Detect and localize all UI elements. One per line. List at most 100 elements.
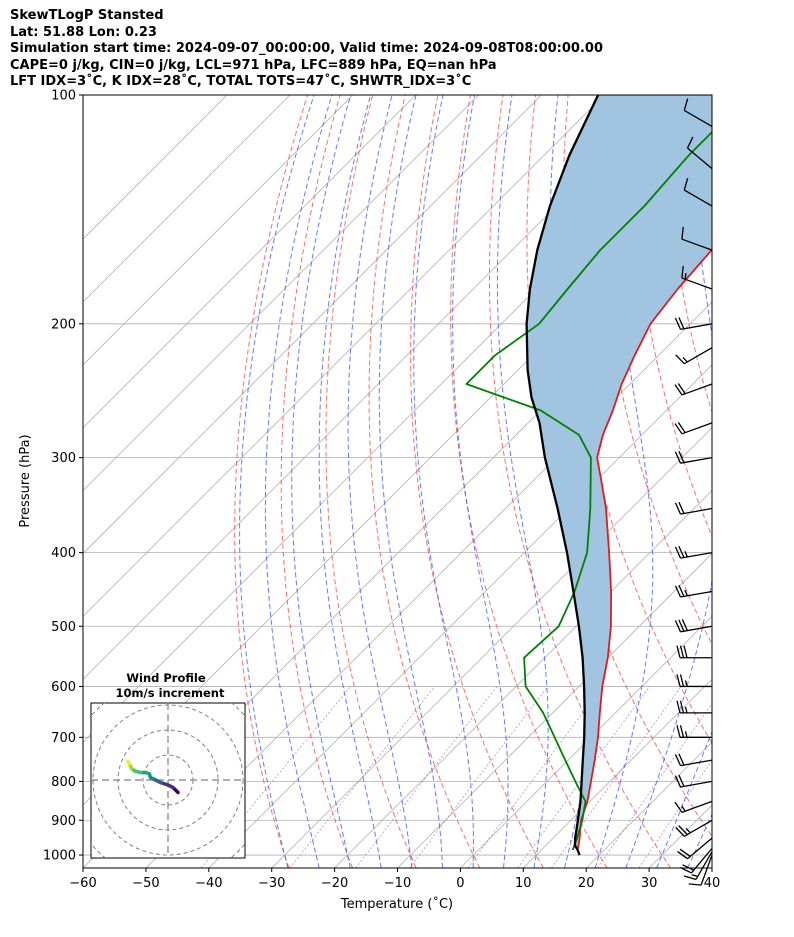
- isotherm-gridline: [83, 95, 228, 240]
- wind-barb-flag: [674, 775, 682, 788]
- dewpoint-profile-line: [465, 130, 712, 851]
- wind-barb-staff: [695, 851, 713, 880]
- wind-barb-flag: [678, 501, 685, 514]
- y-tick-label: 600: [51, 680, 76, 695]
- wind-barb-staff: [680, 625, 713, 633]
- wind-barb-flag: [678, 545, 685, 558]
- moist-adiabat: [378, 95, 444, 868]
- wind-barb-half-flag: [684, 273, 687, 280]
- wind-barb-staff: [681, 277, 713, 290]
- wind-barb-flag: [678, 451, 685, 463]
- wind-barb-flag: [682, 864, 694, 871]
- wind-barb-half-flag: [684, 731, 688, 738]
- mixing-ratio-line: [517, 686, 651, 868]
- y-tick-label: 800: [51, 775, 76, 790]
- wind-barb: [683, 98, 713, 128]
- wind-barb-flag: [674, 317, 682, 330]
- x-tick-label: 20: [578, 876, 595, 891]
- x-tick-label: 10: [515, 876, 532, 891]
- wind-barb: [674, 774, 713, 788]
- wind-barb-flag: [674, 546, 682, 559]
- wind-barb-flag: [676, 725, 681, 738]
- moist-adiabat: [239, 95, 315, 868]
- wind-barb-staff: [700, 854, 713, 886]
- wind-barb-staff: [681, 422, 713, 435]
- moist-adiabat: [719, 95, 794, 868]
- isotherm-gridline: [523, 678, 712, 868]
- wind-barb: [688, 854, 713, 886]
- wind-barb-flag: [683, 645, 688, 658]
- isotherm-gridline: [775, 95, 794, 868]
- indices-line: LFT IDX=3˚C, K IDX=28˚C, TOTAL TOTS=47˚C…: [10, 74, 472, 89]
- moist-adiabat: [347, 95, 413, 868]
- wind-barb-staff: [680, 780, 713, 788]
- y-axis-label: Pressure (hPa): [18, 434, 33, 527]
- wind-barb-flag: [674, 451, 682, 464]
- wind-barb-flag: [674, 585, 682, 598]
- wind-barb: [681, 265, 713, 290]
- wind-barb-staff: [680, 456, 713, 464]
- wind-barb-flag: [674, 384, 683, 396]
- dry-adiabat: [234, 95, 308, 868]
- wind-barb-flag: [678, 317, 685, 330]
- wind-barb-half-flag: [681, 805, 686, 812]
- isotherm-gridline: [83, 95, 605, 617]
- cape-fill-area: [526, 95, 712, 851]
- x-tick-label: −50: [132, 876, 159, 891]
- moist-adiabat: [496, 95, 549, 868]
- dry-adiabat: [489, 95, 672, 868]
- y-tick-label: 1000: [43, 849, 76, 864]
- wind-barb: [676, 674, 712, 688]
- wind-barb: [674, 421, 713, 435]
- wind-barb: [674, 619, 713, 633]
- mixing-ratio-line: [597, 703, 712, 868]
- moist-adiabat: [594, 95, 654, 868]
- wind-barb-staff: [683, 109, 713, 128]
- x-tick-label: −20: [321, 876, 348, 891]
- wind-barb: [676, 645, 712, 659]
- hodograph-title: Wind Profile: [126, 671, 206, 685]
- wind-barb: [674, 501, 713, 515]
- x-tick-label: 40: [704, 876, 721, 891]
- dry-adiabat: [665, 95, 712, 414]
- dry-adiabat: [450, 95, 608, 868]
- isotherm-gridline: [83, 95, 479, 492]
- wind-barb-flag: [677, 383, 686, 395]
- dry-adiabat: [731, 95, 794, 868]
- dry-adiabat: [368, 95, 481, 868]
- wind-barb-flag: [683, 177, 689, 191]
- wind-barb-flag: [681, 265, 684, 279]
- wind-barb-flag: [674, 502, 682, 515]
- isotherm-gridline: [83, 95, 542, 555]
- wind-barb: [675, 347, 713, 365]
- wind-barb-half-flag: [685, 827, 691, 834]
- x-tick-label: −30: [258, 876, 285, 891]
- wind-barb-flag: [681, 619, 688, 631]
- wind-barb: [676, 725, 712, 738]
- wind-barb-staff: [690, 847, 713, 874]
- wind-barb-flag: [675, 354, 685, 365]
- x-tick-label: −60: [69, 876, 96, 891]
- wind-barb-flag: [677, 421, 686, 433]
- wind-barb-half-flag: [691, 874, 698, 878]
- moist-adiabat: [318, 95, 382, 868]
- isotherm-gridline: [83, 95, 291, 303]
- wind-barb-staff: [680, 759, 713, 767]
- wind-barb-staff: [683, 347, 713, 365]
- dry-adiabat: [597, 95, 712, 646]
- wind-barb-flag: [678, 774, 685, 787]
- wind-barb: [677, 837, 713, 860]
- y-tick-label: 200: [51, 317, 76, 332]
- wind-barb-flag: [676, 674, 681, 687]
- mixing-ratio-line: [550, 686, 682, 868]
- x-tick-label: −40: [195, 876, 222, 891]
- dry-adiabat: [410, 95, 544, 868]
- wind-barb-staff: [680, 590, 713, 598]
- wind-barb-flag: [679, 848, 691, 857]
- wind-barb-flag: [674, 801, 683, 813]
- x-tick-label: 0: [456, 876, 464, 891]
- wind-barb-flag: [677, 850, 688, 860]
- mixing-ratio-line: [409, 686, 549, 868]
- wind-barb-flag: [678, 619, 685, 632]
- wind-barb-flag: [678, 584, 685, 597]
